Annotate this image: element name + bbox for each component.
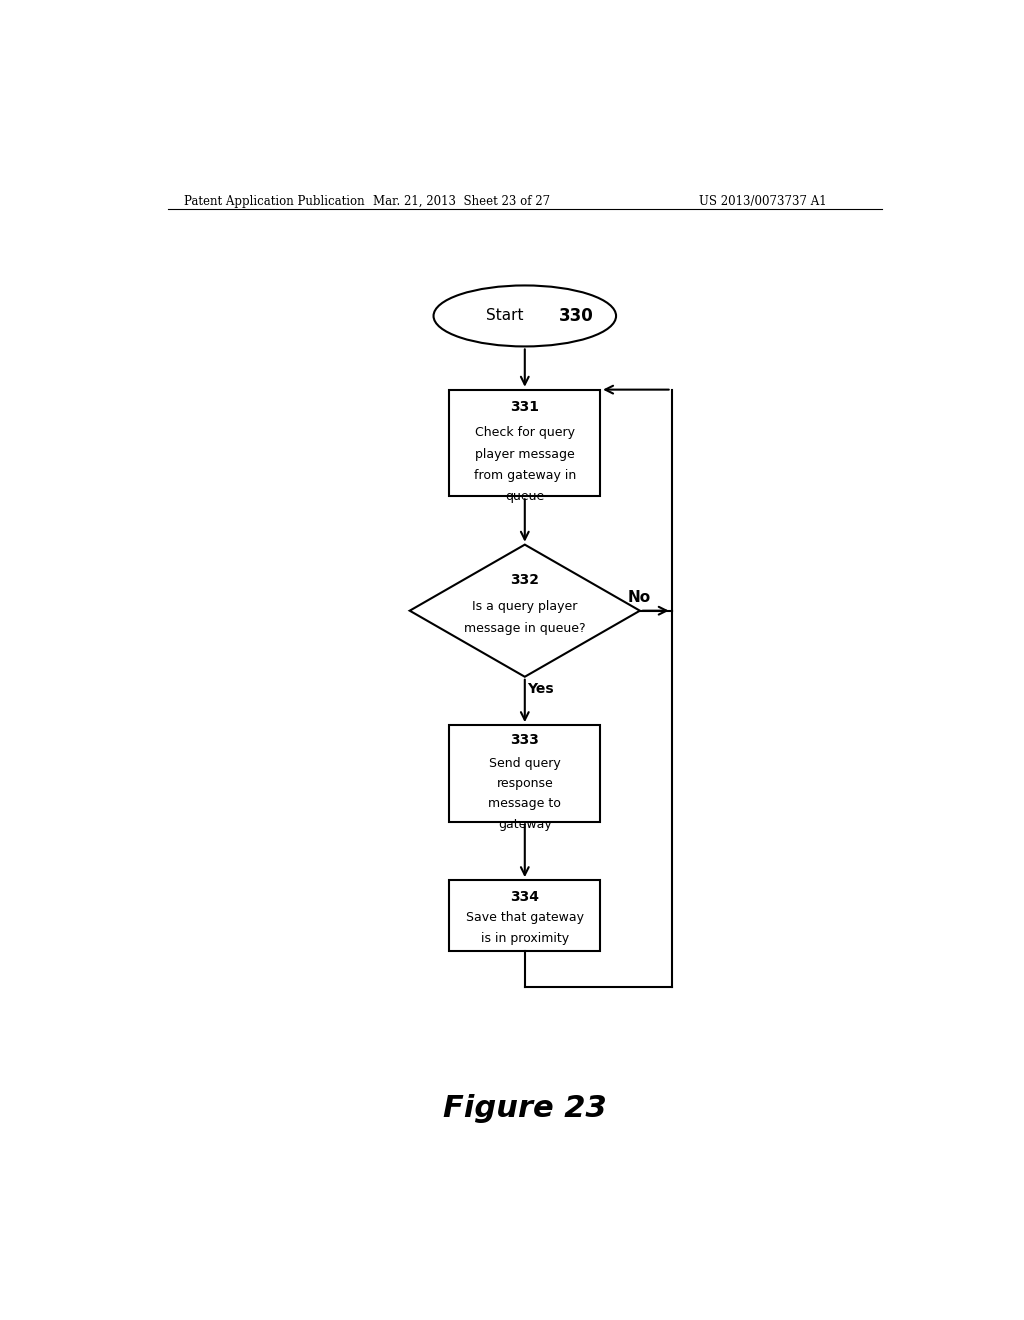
Bar bbox=[450, 725, 600, 821]
Text: Is a query player: Is a query player bbox=[472, 601, 578, 612]
Text: No: No bbox=[628, 590, 651, 605]
Ellipse shape bbox=[433, 285, 616, 346]
Text: Save that gateway: Save that gateway bbox=[466, 911, 584, 924]
Text: Start: Start bbox=[486, 309, 523, 323]
Text: 332: 332 bbox=[510, 573, 540, 587]
Text: gateway: gateway bbox=[498, 817, 552, 830]
Text: response: response bbox=[497, 777, 553, 789]
Text: Mar. 21, 2013  Sheet 23 of 27: Mar. 21, 2013 Sheet 23 of 27 bbox=[373, 194, 550, 207]
Text: Figure 23: Figure 23 bbox=[443, 1094, 606, 1123]
Text: Yes: Yes bbox=[527, 682, 554, 696]
Polygon shape bbox=[410, 545, 640, 677]
Text: message to: message to bbox=[488, 797, 561, 810]
Text: player message: player message bbox=[475, 447, 574, 461]
Bar bbox=[450, 880, 600, 952]
Text: queue: queue bbox=[505, 490, 545, 503]
Text: Send query: Send query bbox=[488, 756, 561, 770]
Text: message in queue?: message in queue? bbox=[464, 623, 586, 635]
Text: Patent Application Publication: Patent Application Publication bbox=[183, 194, 365, 207]
Text: from gateway in: from gateway in bbox=[474, 469, 575, 482]
Text: Check for query: Check for query bbox=[475, 426, 574, 440]
Text: 331: 331 bbox=[510, 400, 540, 414]
Text: 333: 333 bbox=[510, 733, 540, 747]
Text: is in proximity: is in proximity bbox=[480, 932, 569, 945]
Bar bbox=[450, 389, 600, 496]
Text: 330: 330 bbox=[559, 308, 594, 325]
Text: US 2013/0073737 A1: US 2013/0073737 A1 bbox=[699, 194, 826, 207]
Text: 334: 334 bbox=[510, 890, 540, 904]
